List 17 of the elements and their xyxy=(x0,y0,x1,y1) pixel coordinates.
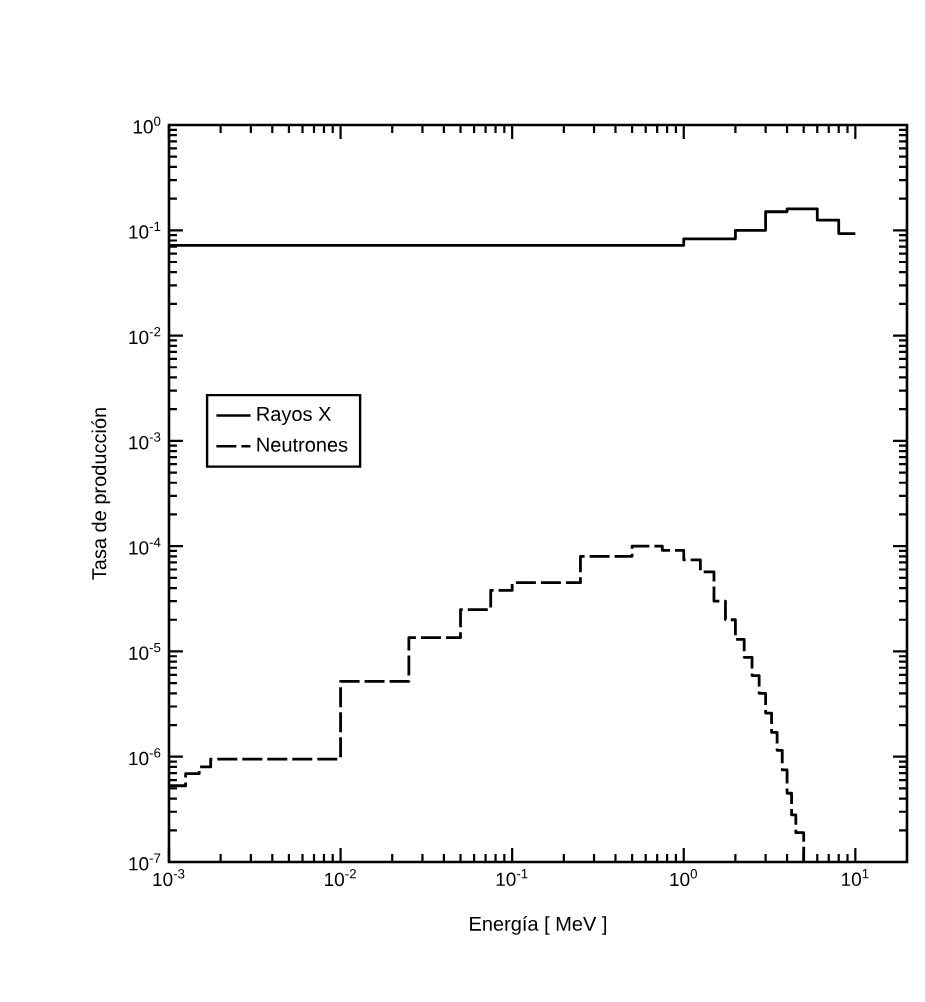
x-tick-label: 10$^{-2}$ xyxy=(325,869,356,887)
y-tick-label: 10$^{0}$ xyxy=(133,116,161,134)
x-tick-label: 10$^{1}$ xyxy=(842,869,869,887)
x-tick-label: 10$^{0}$ xyxy=(670,869,697,887)
x-tick-label: 10$^{-3}$ xyxy=(153,869,185,887)
y-tick-label: 10$^{-3}$ xyxy=(129,432,161,450)
y-axis-title: Tasa de producción xyxy=(91,408,111,580)
legend-label: Rayos X xyxy=(257,407,331,425)
y-tick-label: 10$^{-5}$ xyxy=(129,642,161,660)
y-tick-label: 10$^{-4}$ xyxy=(129,537,161,555)
y-tick-label: 10$^{-6}$ xyxy=(129,748,161,766)
y-tick-label: 10$^{-1}$ xyxy=(129,221,161,239)
y-tick-label: 10$^{-2}$ xyxy=(129,327,161,345)
x-axis-title: Energía [ MeV ] xyxy=(470,915,607,935)
x-tick-label: 10$^{-1}$ xyxy=(496,869,528,887)
y-tick-label: 10$^{-7}$ xyxy=(129,853,161,871)
legend-label: Neutrones xyxy=(257,437,348,452)
